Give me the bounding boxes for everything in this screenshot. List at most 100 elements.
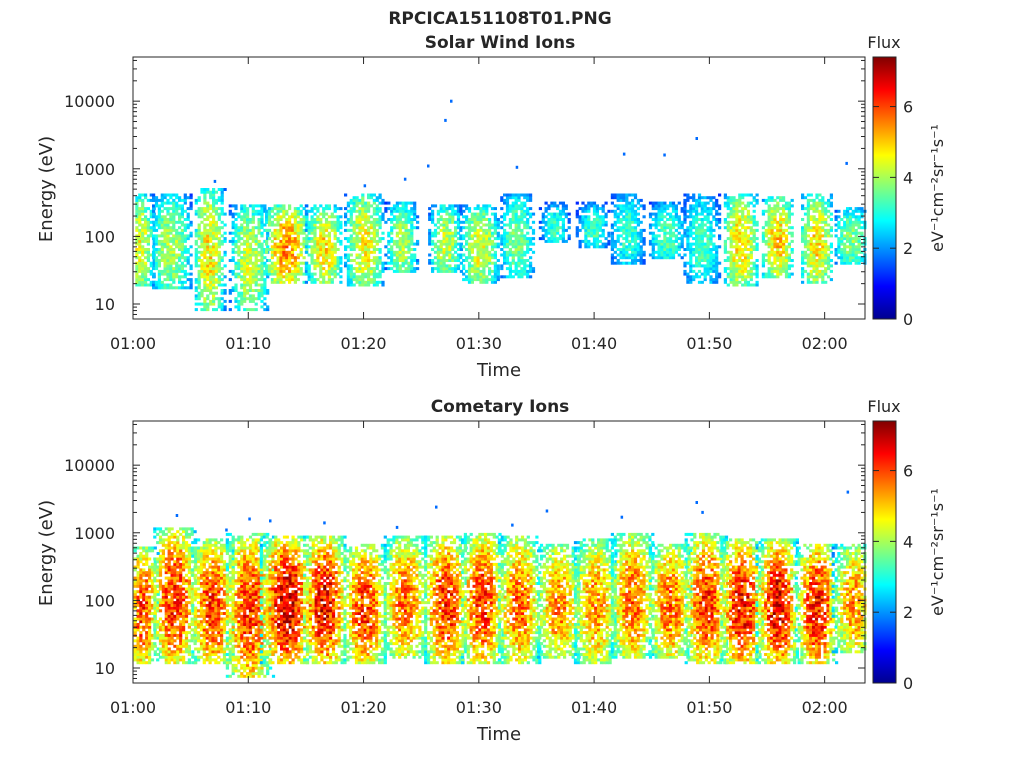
spectrogram-cell [677, 215, 681, 219]
spectrogram-cell [689, 264, 693, 268]
spectrogram-cell [749, 245, 753, 249]
spectrogram-cell [401, 269, 405, 273]
spectrogram-cell [212, 198, 216, 202]
spectrogram-cell [212, 261, 216, 265]
spectrogram-cell [514, 228, 518, 232]
spectrogram-cell [231, 223, 235, 227]
spectrogram-cell [520, 193, 524, 197]
spectrogram-cell [776, 259, 780, 262]
spectrogram-cell [398, 256, 402, 260]
spectrogram-cell [715, 269, 719, 273]
spectrogram-cell [488, 250, 492, 254]
spectrogram-cell [846, 207, 850, 211]
spectrogram-cell [146, 218, 150, 221]
spectrogram-cell [500, 226, 504, 230]
spectrogram-cell [511, 209, 515, 213]
spectrogram-cell [508, 272, 512, 276]
spectrogram-cell [680, 209, 684, 213]
spectrogram-cell [304, 212, 308, 216]
spectrogram-cell [517, 193, 521, 197]
spectrogram-cell [490, 231, 495, 235]
spectrogram-cell [333, 207, 337, 211]
spectrogram-cell [228, 278, 232, 282]
spectrogram-cell [330, 253, 334, 257]
spectrogram-cell [141, 245, 145, 249]
spectrogram-cell [505, 237, 510, 241]
spectrogram-cell [246, 215, 250, 219]
spectrogram-cell [674, 204, 678, 208]
spectrogram-cell [390, 267, 394, 271]
spectrogram-cell [738, 198, 742, 202]
spectrogram-cell [590, 234, 594, 238]
spectrogram-cell [625, 196, 629, 200]
spectrogram-cell [729, 269, 733, 273]
spectrogram-cell [776, 245, 780, 249]
spectrogram-cell [834, 209, 838, 213]
spectrogram-cell [625, 256, 629, 260]
spectrogram-cell [558, 201, 563, 205]
spectrogram-cell [288, 231, 292, 235]
spectrogram-cell [671, 242, 676, 246]
spectrogram-cell [558, 237, 563, 241]
spectrogram-cell [141, 267, 145, 271]
spectrogram-cell [651, 248, 655, 251]
spectrogram-cell [157, 226, 161, 230]
spectrogram-cell [508, 220, 512, 224]
spectrogram-cell [459, 207, 463, 211]
spectrogram-cell [553, 228, 557, 232]
spectrogram-cell [251, 237, 255, 241]
spectrogram-cell [706, 239, 710, 243]
spectrogram-cell [390, 218, 394, 221]
spectrogram-cell [285, 278, 289, 282]
spectrogram-cell [773, 256, 777, 260]
spectrogram-cell [279, 209, 283, 213]
spectrogram-cell [392, 239, 397, 243]
spectrogram-cell [392, 242, 397, 246]
spectrogram-cell [322, 242, 326, 246]
spectrogram-cell [336, 264, 340, 268]
spectrogram-cell [815, 226, 819, 230]
spectrogram-cell [451, 253, 455, 257]
spectrogram-cell [767, 275, 771, 279]
spectrogram-cell [154, 248, 159, 251]
spectrogram-cell [505, 204, 510, 208]
spectrogram-cell [352, 272, 356, 276]
spectrogram-cell [157, 280, 161, 284]
spectrogram-cell [138, 275, 142, 279]
spectrogram-cell [622, 248, 626, 251]
spectrogram-cell [257, 259, 261, 262]
spectrogram-cell [476, 228, 480, 232]
spectrogram-cell [285, 218, 289, 221]
spectrogram-cell [160, 209, 164, 213]
spectrogram-cell [503, 215, 507, 219]
spectrogram-cell [505, 198, 510, 202]
spectrogram-cell [316, 261, 320, 265]
spectrogram-cell [243, 280, 247, 284]
spectrogram-cell [175, 272, 179, 276]
spectrogram-cell [319, 248, 323, 251]
spectrogram-cell [203, 275, 207, 279]
spectrogram-cell [669, 223, 673, 227]
spectrogram-cell [651, 212, 655, 216]
spectrogram-cell [660, 242, 664, 246]
spectrogram-cell [197, 234, 201, 238]
spectrogram-cell [349, 253, 353, 257]
spectrogram-cell [135, 283, 139, 287]
spectrogram-cell [152, 253, 156, 257]
spectrogram-cell [500, 234, 504, 238]
spectrogram-cell [217, 198, 221, 202]
spectrogram-cell [824, 248, 828, 251]
spectrogram-cell [526, 248, 530, 251]
spectrogram-cell [270, 261, 274, 265]
spectrogram-cell [209, 269, 213, 273]
spectrogram-cell [293, 226, 297, 230]
spectrogram-cell [445, 269, 449, 273]
spectrogram-cell [776, 204, 780, 208]
spectrogram-cell [824, 261, 828, 265]
spectrogram-cell [327, 267, 331, 271]
spectrogram-cell [361, 242, 365, 246]
spectrogram-cell [282, 204, 286, 208]
spectrogram-cell [444, 118, 447, 122]
spectrogram-cell [395, 250, 399, 254]
spectrogram-cell [735, 209, 739, 213]
